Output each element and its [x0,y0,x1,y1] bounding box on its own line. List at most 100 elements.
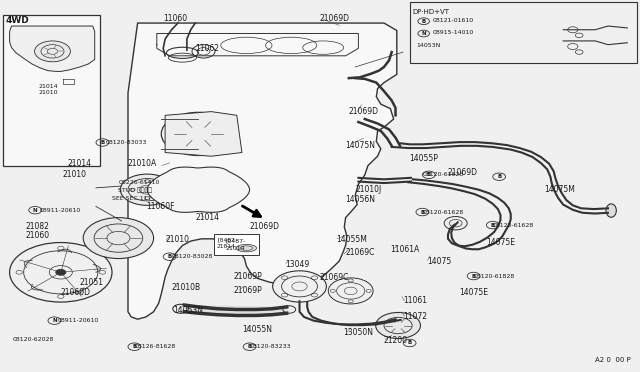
Text: SEE SEC.117: SEE SEC.117 [112,196,152,201]
Text: B: B [427,172,431,177]
Text: 13049: 13049 [285,260,309,269]
Text: B: B [420,209,424,215]
Text: 21051: 21051 [80,278,104,287]
Polygon shape [31,284,43,290]
Text: [0487-: [0487- [225,238,246,244]
Text: 08121-01610: 08121-01610 [433,18,474,23]
Text: N: N [52,318,57,323]
Circle shape [273,271,326,302]
Text: 21069P: 21069P [234,286,262,295]
Circle shape [376,312,420,339]
Text: 21200: 21200 [384,336,408,345]
Text: 08120-83033: 08120-83033 [106,140,147,145]
Text: 21060: 21060 [26,231,50,240]
Text: 14053N: 14053N [173,306,203,315]
Text: 21014: 21014 [196,213,220,222]
Text: 21069D: 21069D [250,222,280,231]
Text: B: B [497,174,501,179]
Text: 08120-61628: 08120-61628 [422,209,463,215]
Bar [410,2,637,63]
Polygon shape [147,167,250,212]
Text: 14075E: 14075E [486,238,515,247]
Polygon shape [24,260,33,268]
Text: B: B [100,140,104,145]
Text: 08120-62028: 08120-62028 [13,337,54,342]
Text: 21082: 21082 [26,222,49,231]
Text: 21014: 21014 [39,84,58,89]
Bar [3,15,100,166]
Text: 08226-61410: 08226-61410 [118,180,160,185]
Text: 11060: 11060 [163,14,188,23]
Text: 08915-14010: 08915-14010 [433,30,474,35]
Text: 08126-81628: 08126-81628 [134,344,175,349]
Polygon shape [10,26,95,71]
Text: 11062: 11062 [195,44,219,53]
Text: 21010: 21010 [63,170,87,179]
Text: 08120-61628: 08120-61628 [422,172,463,177]
Circle shape [120,174,174,205]
Circle shape [161,112,236,155]
Text: 08120-61828: 08120-61828 [474,273,515,279]
Ellipse shape [236,244,257,252]
Text: 21010: 21010 [39,90,58,95]
Text: B: B [472,273,476,279]
Text: B: B [132,344,136,349]
Polygon shape [165,112,242,156]
Text: 14055N: 14055N [242,326,272,334]
Text: [0487-: [0487- [217,237,239,242]
Text: 08911-20610: 08911-20610 [40,208,81,213]
Text: 21069D: 21069D [448,169,478,177]
Text: 11060F: 11060F [146,202,175,211]
Text: 21010J: 21010J [355,185,381,194]
Text: B: B [408,340,412,346]
Text: STUD スタッド: STUD スタッド [118,187,152,193]
Circle shape [35,41,70,62]
Text: 08120-83028: 08120-83028 [172,254,213,259]
Text: 21069D: 21069D [320,14,350,23]
Text: B: B [248,344,252,349]
Text: B: B [168,254,172,259]
Text: 14075N: 14075N [346,141,376,150]
Text: 21010B: 21010B [172,283,201,292]
Text: 21069C: 21069C [346,248,375,257]
Text: 13050N: 13050N [344,328,374,337]
Text: 21069D: 21069D [349,107,379,116]
Text: 11072: 11072 [403,312,428,321]
Text: 21010: 21010 [165,235,189,244]
Ellipse shape [606,204,616,217]
Text: 14075M: 14075M [544,185,575,194]
Polygon shape [58,249,72,253]
Circle shape [83,218,154,259]
Text: 21014: 21014 [67,159,92,168]
Text: DP·HD+VT: DP·HD+VT [413,9,450,15]
Bar [214,234,259,255]
Text: 4WD: 4WD [5,16,29,25]
Text: 21069C: 21069C [320,273,349,282]
Text: B: B [491,222,495,228]
Text: N: N [421,31,426,36]
Text: 14055M: 14055M [336,235,367,244]
Text: 14056N: 14056N [346,195,376,203]
Text: 14075E: 14075E [460,288,488,297]
Text: 21060D: 21060D [61,288,91,296]
Polygon shape [128,23,397,319]
Text: 21014: 21014 [225,246,245,251]
Text: 21010A: 21010A [128,159,157,168]
Text: 08911-20610: 08911-20610 [58,318,99,323]
Polygon shape [72,288,84,293]
Text: 08120-61628: 08120-61628 [493,222,534,228]
Text: 11061A: 11061A [390,245,420,254]
Text: N: N [33,208,38,213]
Text: A2 0  00 P: A2 0 00 P [595,357,630,363]
Polygon shape [93,264,100,272]
Circle shape [56,269,66,275]
Text: 21014: 21014 [217,244,236,248]
Text: 14075: 14075 [428,257,452,266]
Text: 11061: 11061 [403,296,428,305]
Text: 08120-83233: 08120-83233 [250,344,291,349]
Text: 21069P: 21069P [234,272,262,280]
Text: B: B [422,19,426,24]
Text: 14055P: 14055P [410,154,438,163]
Text: 14053N: 14053N [416,43,440,48]
Circle shape [328,278,373,304]
